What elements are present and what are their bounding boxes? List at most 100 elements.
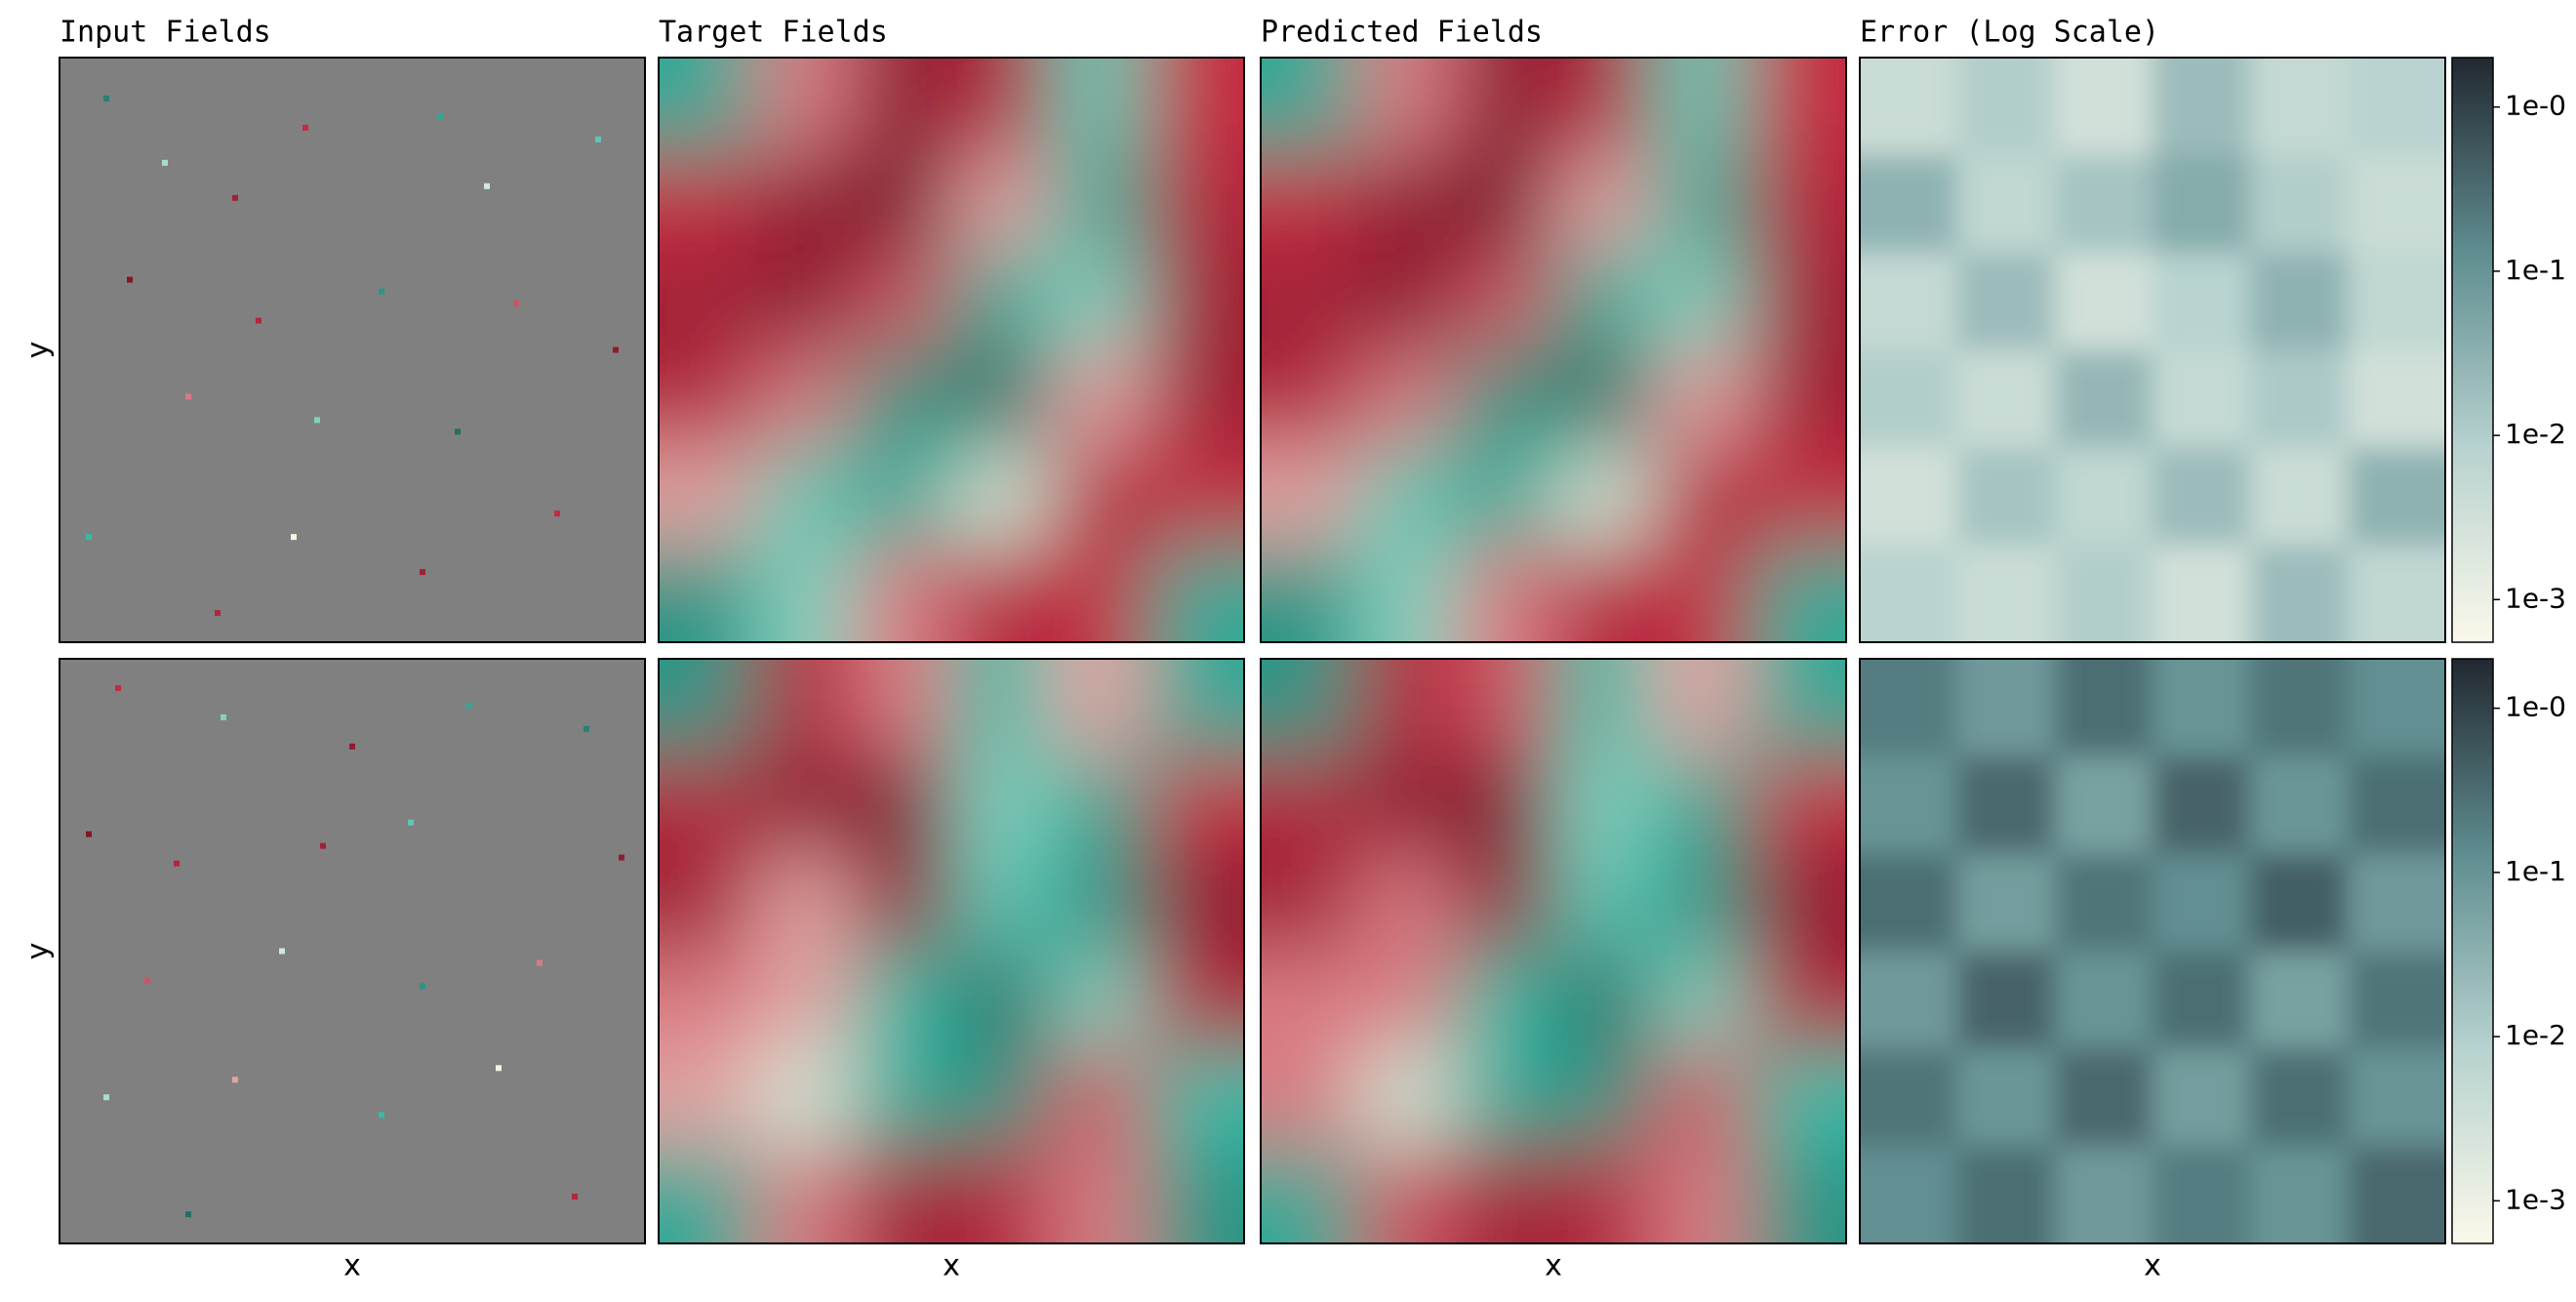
- heatmap-cell: [951, 755, 1050, 855]
- heatmap-cell: [1456, 58, 1554, 156]
- heatmap-cell: [1049, 659, 1147, 757]
- heatmap-cell: [659, 1048, 757, 1148]
- colorbar-tick-label: 1e-0: [2505, 691, 2566, 723]
- sample-point: [537, 959, 543, 966]
- heatmap-cell: [2055, 951, 2153, 1050]
- heatmap: [1860, 58, 2445, 642]
- sample-point: [496, 1065, 502, 1072]
- x-axis-label: x: [2144, 1249, 2161, 1283]
- heatmap-cell: [1358, 154, 1457, 254]
- heatmap-cell: [2250, 447, 2349, 547]
- heatmap-cell: [1358, 1146, 1457, 1243]
- panel-frame: [1260, 57, 1847, 643]
- heatmap-cell: [2250, 349, 2349, 449]
- heatmap-cell: [1456, 755, 1554, 855]
- panel-frame: [658, 658, 1245, 1244]
- heatmap-cell: [659, 545, 757, 642]
- heatmap-cell: [1553, 154, 1652, 254]
- heatmap-cell: [1049, 1146, 1147, 1243]
- panel: [659, 659, 1244, 1243]
- sample-point: [232, 1077, 238, 1083]
- heatmap-cell: [2250, 755, 2349, 855]
- heatmap-cell: [2348, 252, 2445, 351]
- panel: [1860, 58, 2445, 642]
- heatmap-cell: [854, 659, 952, 757]
- heatmap: [659, 58, 1244, 642]
- heatmap-cell: [1553, 659, 1652, 757]
- heatmap-cell: [1749, 1146, 1846, 1243]
- heatmap-cell: [1358, 951, 1457, 1050]
- heatmap-cell: [1049, 951, 1147, 1050]
- heatmap-cell: [659, 154, 757, 254]
- heatmap: [1261, 58, 1846, 642]
- heatmap-cell: [951, 853, 1050, 953]
- panel-title: Error (Log Scale): [1860, 16, 2159, 50]
- heatmap-cell: [1651, 58, 1750, 156]
- heatmap-cell: [1049, 349, 1147, 449]
- heatmap-cell: [2153, 951, 2251, 1050]
- heatmap-cell: [1358, 853, 1457, 953]
- heatmap-cell: [951, 447, 1050, 547]
- heatmap-cell: [756, 58, 855, 156]
- sample-point: [232, 194, 238, 201]
- heatmap-cell: [2348, 659, 2445, 757]
- heatmap-cell: [1456, 447, 1554, 547]
- panel: [1860, 659, 2445, 1243]
- heatmap-cell: [1456, 252, 1554, 351]
- heatmap-cell: [854, 154, 952, 254]
- colorbar-tick-label: 1e-3: [2505, 582, 2566, 614]
- heatmap-cell: [951, 154, 1050, 254]
- panel: [60, 58, 645, 642]
- heatmap-cell: [1261, 1146, 1359, 1243]
- heatmap-cell: [1553, 58, 1652, 156]
- heatmap-cell: [1749, 853, 1846, 953]
- heatmap-cell: [1147, 1048, 1244, 1148]
- panel: [659, 58, 1244, 642]
- heatmap-cell: [1358, 58, 1457, 156]
- heatmap-cell: [659, 853, 757, 953]
- heatmap-cell: [1456, 1048, 1554, 1148]
- heatmap-cell: [1147, 755, 1244, 855]
- panel: [1261, 659, 1846, 1243]
- sample-point: [349, 743, 355, 750]
- heatmap-cell: [1749, 1048, 1846, 1148]
- heatmap-cell: [1147, 447, 1244, 547]
- heatmap-cell: [2250, 1048, 2349, 1148]
- heatmap-cell: [2055, 154, 2153, 254]
- colorbar-tick-label: 1e-1: [2505, 855, 2566, 887]
- heatmap-cell: [1651, 154, 1750, 254]
- heatmap-cell: [951, 545, 1050, 642]
- heatmap-cell: [1651, 349, 1750, 449]
- heatmap-cell: [659, 659, 757, 757]
- sample-point: [86, 831, 92, 837]
- sample-point: [379, 1112, 384, 1119]
- heatmap-cell: [1651, 659, 1750, 757]
- heatmap-cell: [1957, 659, 2056, 757]
- heatmap-cell: [1358, 659, 1457, 757]
- heatmap-cell: [2055, 58, 2153, 156]
- heatmap-cell: [2348, 349, 2445, 449]
- heatmap-cell: [2153, 853, 2251, 953]
- heatmap-cell: [1957, 349, 2056, 449]
- heatmap-cell: [1860, 853, 1958, 953]
- heatmap-cell: [1456, 545, 1554, 642]
- heatmap-cell: [854, 755, 952, 855]
- heatmap-cell: [2153, 252, 2251, 351]
- heatmap-cell: [1749, 349, 1846, 449]
- heatmap-cell: [2055, 447, 2153, 547]
- colorbar-tick-label: 1e-2: [2505, 1019, 2566, 1051]
- sample-point: [595, 136, 601, 142]
- sample-point: [144, 977, 150, 984]
- heatmap-cell: [1749, 252, 1846, 351]
- heatmap-cell: [2055, 659, 2153, 757]
- heatmap-cell: [756, 1146, 855, 1243]
- panel-title: Predicted Fields: [1261, 16, 1543, 50]
- heatmap-cell: [1860, 951, 1958, 1050]
- heatmap-cell: [756, 447, 855, 547]
- heatmap-cell: [1749, 58, 1846, 156]
- heatmap-cell: [1147, 659, 1244, 757]
- sample-point: [215, 610, 221, 617]
- heatmap-cell: [2153, 1048, 2251, 1148]
- panel-frame: [59, 658, 646, 1244]
- heatmap-cell: [951, 58, 1050, 156]
